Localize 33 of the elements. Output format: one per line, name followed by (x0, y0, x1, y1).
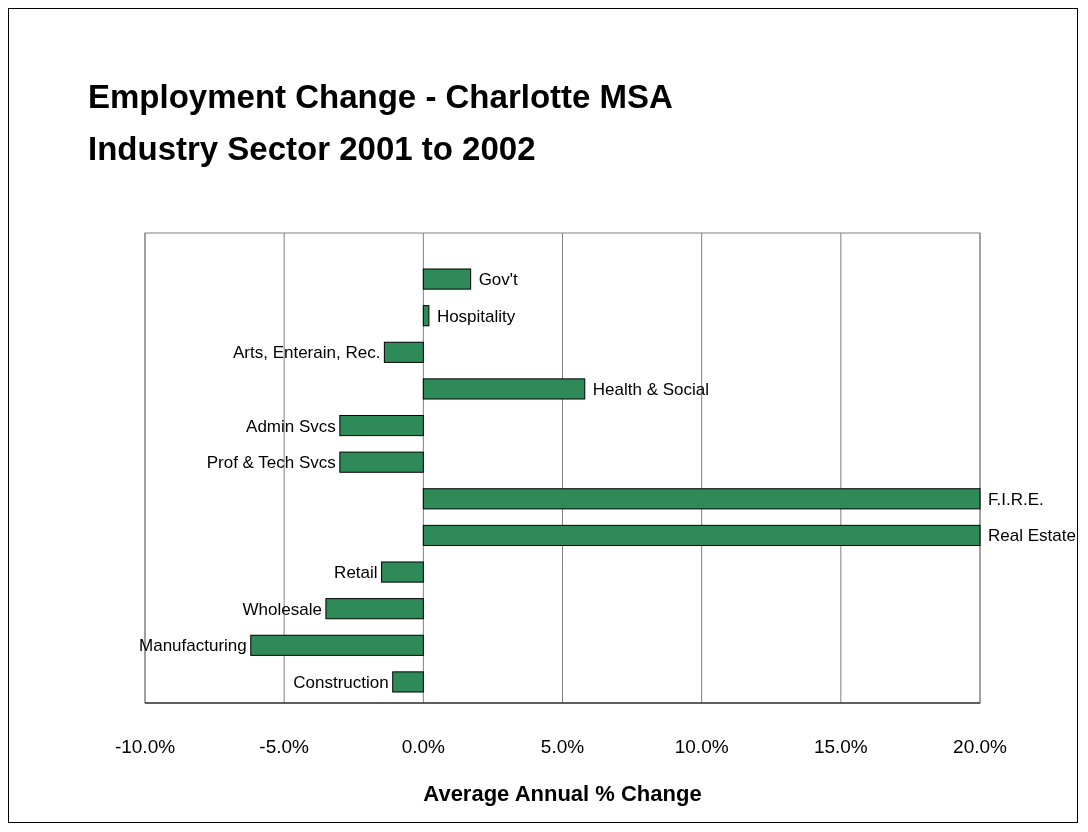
y-tick-label: Gov't (478, 270, 519, 290)
bar (422, 488, 981, 510)
bar (422, 305, 430, 327)
y-tick-label: Prof & Tech Svcs (206, 453, 336, 473)
x-axis-title: Average Annual % Change (423, 781, 702, 806)
y-tick-label: Real Estate (988, 526, 1076, 546)
x-tick-label: 10.0% (674, 736, 729, 757)
bar (422, 268, 472, 290)
y-tick-label: Manufacturing (139, 636, 247, 656)
x-tick-label: -5.0% (259, 736, 310, 757)
y-tick-label: Retail (334, 563, 378, 583)
x-tick-label: -10.0% (114, 736, 176, 757)
x-tick-label: 5.0% (540, 736, 585, 757)
bar (392, 671, 424, 693)
y-tick-label: Construction (293, 672, 389, 692)
bar (381, 561, 424, 583)
y-tick-label: Admin Svcs (246, 416, 336, 436)
y-tick-label: Wholesale (242, 599, 322, 619)
bar (325, 598, 424, 620)
bar (383, 341, 424, 363)
bar (250, 634, 424, 656)
y-tick-label: Hospitality (436, 306, 516, 326)
x-tick-label: 15.0% (813, 736, 868, 757)
bar (422, 378, 586, 400)
y-tick-label: Arts, Enterain, Rec. (232, 343, 381, 363)
chart-title: Employment Change - Charlotte MSA Industry Sector 2001 to 2002 (88, 78, 673, 167)
x-tick-label: 20.0% (953, 736, 1008, 757)
y-tick-label: F.I.R.E. (988, 489, 1044, 509)
y-tick-label: Health & Social (592, 379, 709, 399)
bar (339, 451, 424, 473)
x-tick-label: 0.0% (401, 736, 446, 757)
bar (339, 414, 424, 437)
bar (422, 524, 981, 547)
